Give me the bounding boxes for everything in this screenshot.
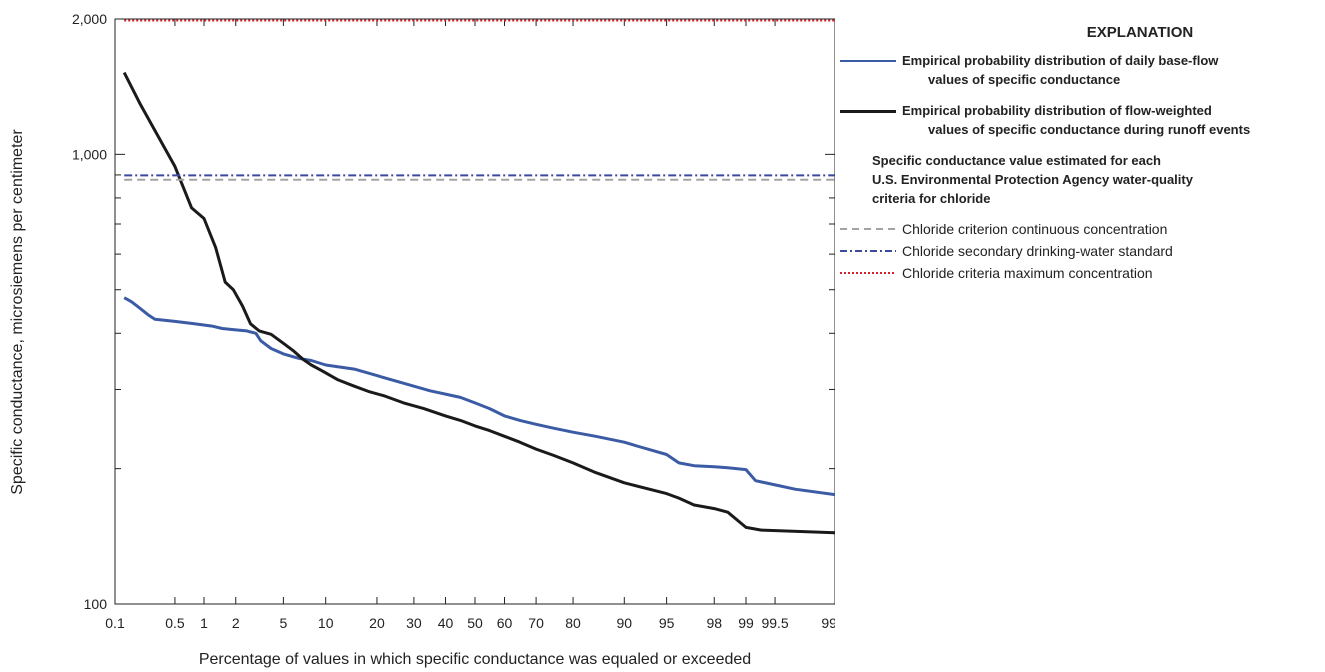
x-tick-label: 98 [706, 615, 722, 631]
legend-swatch-base-flow [840, 60, 896, 62]
legend-item-runoff: Empirical probability distribution of fl… [840, 101, 1320, 139]
x-axis-title: Percentage of values in which specific c… [199, 651, 751, 668]
x-tick-label: 1 [200, 615, 208, 631]
legend-title: EXPLANATION [1086, 24, 1194, 41]
legend-item-maximum: Chloride criteria maximum concentration [840, 264, 1320, 283]
x-tick-label: 99 [738, 615, 754, 631]
plot-frame [114, 18, 835, 605]
series-base-flow-line [123, 296, 835, 497]
x-tick-label: 40 [438, 615, 454, 631]
legend-label-maximum: Chloride criteria maximum concentration [902, 265, 1153, 281]
legend-swatch-continuous [840, 228, 896, 230]
x-tick-label: 5 [279, 615, 287, 631]
legend: EXPLANATION Empirical probability distri… [840, 24, 1320, 286]
x-tick-label: 70 [528, 615, 544, 631]
x-tick-label: 10 [318, 615, 334, 631]
legend-label-base-flow-line2: values of specific conductance [928, 72, 1121, 87]
chart: 0.1 0.5 1 2 5 10 20 30 40 50 60 70 80 90 95 98 99 99.5 99.… [9, 11, 835, 668]
legend-swatch-secondary [840, 250, 896, 252]
legend-label-runoff: Empirical probability distribution of fl… [902, 101, 1250, 139]
x-tick-label: 99.9 [821, 615, 835, 631]
x-tick-label: 0.1 [105, 615, 125, 631]
y-tick-label: 1,000 [72, 146, 107, 162]
y-tick-label: 100 [84, 596, 108, 612]
x-tick-label: 30 [406, 615, 422, 631]
x-tick-label: 0.5 [165, 615, 185, 631]
legend-label-base-flow-line1: Empirical probability distribution of da… [902, 53, 1219, 68]
legend-subhead: Specific conductance value estimated for… [872, 151, 1292, 208]
legend-item-secondary: Chloride secondary drinking-water standa… [840, 242, 1320, 261]
x-tick-label: 90 [617, 615, 633, 631]
legend-label-base-flow: Empirical probability distribution of da… [902, 51, 1218, 89]
legend-subhead-line1: Specific conductance value estimated for… [872, 153, 1161, 168]
x-tick-label: 20 [369, 615, 385, 631]
x-tick-label: 60 [497, 615, 513, 631]
series-runoff-line [122, 71, 835, 535]
y-axis-title: Specific conductance, microsiemens per c… [9, 129, 26, 495]
y-tick-label: 2,000 [72, 11, 107, 27]
legend-subhead-line3: criteria for chloride [872, 191, 991, 206]
legend-label-continuous: Chloride criterion continuous concentrat… [902, 221, 1168, 237]
legend-item-continuous: Chloride criterion continuous concentrat… [840, 220, 1320, 239]
series-layer [122, 19, 835, 535]
legend-label-runoff-line1: Empirical probability distribution of fl… [902, 103, 1212, 118]
legend-label-secondary: Chloride secondary drinking-water standa… [902, 243, 1173, 259]
legend-subhead-line2: U.S. Environmental Protection Agency wat… [872, 172, 1193, 187]
x-tick-label: 95 [659, 615, 675, 631]
tick-labels: 0.1 0.5 1 2 5 10 20 30 40 50 60 70 80 90 95 98 99 99.5 99.… [72, 11, 835, 631]
tick-marks [114, 18, 835, 605]
x-tick-label: 50 [467, 615, 483, 631]
legend-swatch-maximum [840, 272, 896, 274]
x-tick-label: 80 [565, 615, 581, 631]
legend-label-runoff-line2: values of specific conductance during ru… [928, 122, 1251, 137]
x-tick-label: 2 [232, 615, 240, 631]
legend-swatch-runoff [840, 110, 896, 113]
x-tick-label: 99.5 [761, 615, 788, 631]
legend-item-base-flow: Empirical probability distribution of da… [840, 51, 1320, 89]
